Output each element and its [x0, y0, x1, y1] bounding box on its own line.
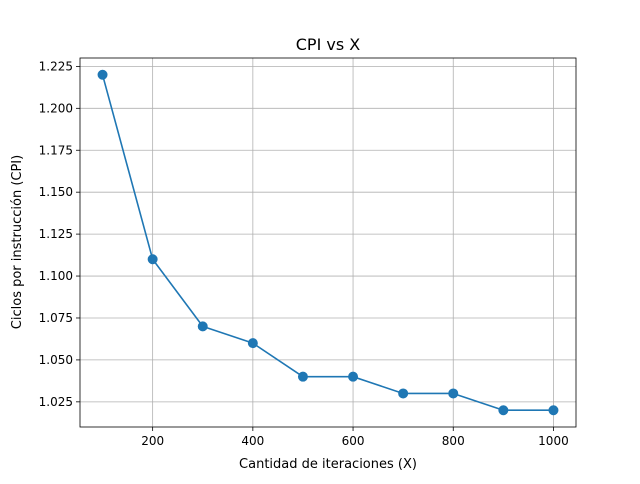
x-tick-label: 1000: [538, 434, 569, 448]
plot-frame: [79, 57, 577, 428]
x-axis-label: Cantidad de iteraciones (X): [239, 457, 417, 472]
data-point: [398, 388, 409, 399]
y-tick-label: 1.100: [39, 269, 73, 283]
y-tick-label: 1.175: [39, 143, 73, 157]
y-tick-label: 1.125: [39, 227, 73, 241]
data-point: [97, 69, 108, 80]
grid-layer: [80, 58, 576, 427]
x-tick-label: 600: [342, 434, 365, 448]
data-point: [147, 254, 158, 265]
data-point: [498, 405, 509, 416]
data-point: [247, 338, 258, 349]
y-tick-label: 1.025: [39, 395, 73, 409]
y-tick-label: 1.150: [39, 185, 73, 199]
x-tick-label: 200: [141, 434, 164, 448]
data-point: [448, 388, 459, 399]
data-point: [297, 371, 308, 382]
y-axis-label: Ciclos por instrucción (CPI): [10, 155, 25, 329]
y-tick-label: 1.075: [39, 311, 73, 325]
chart-title: CPI vs X: [296, 35, 361, 54]
y-tick-label: 1.200: [39, 101, 73, 115]
data-point: [548, 405, 559, 416]
series-layer: [97, 69, 559, 416]
series-line: [101, 74, 554, 412]
x-tick-label: 800: [442, 434, 465, 448]
data-point: [197, 321, 208, 332]
y-tick-label: 1.225: [39, 59, 73, 73]
data-point: [348, 371, 359, 382]
ticks-layer: 200 400 600 800 1000 1.025 1.050 1.075 1.100 1.12…: [39, 59, 569, 448]
x-tick-label: 400: [241, 434, 264, 448]
y-tick-label: 1.050: [39, 353, 73, 367]
